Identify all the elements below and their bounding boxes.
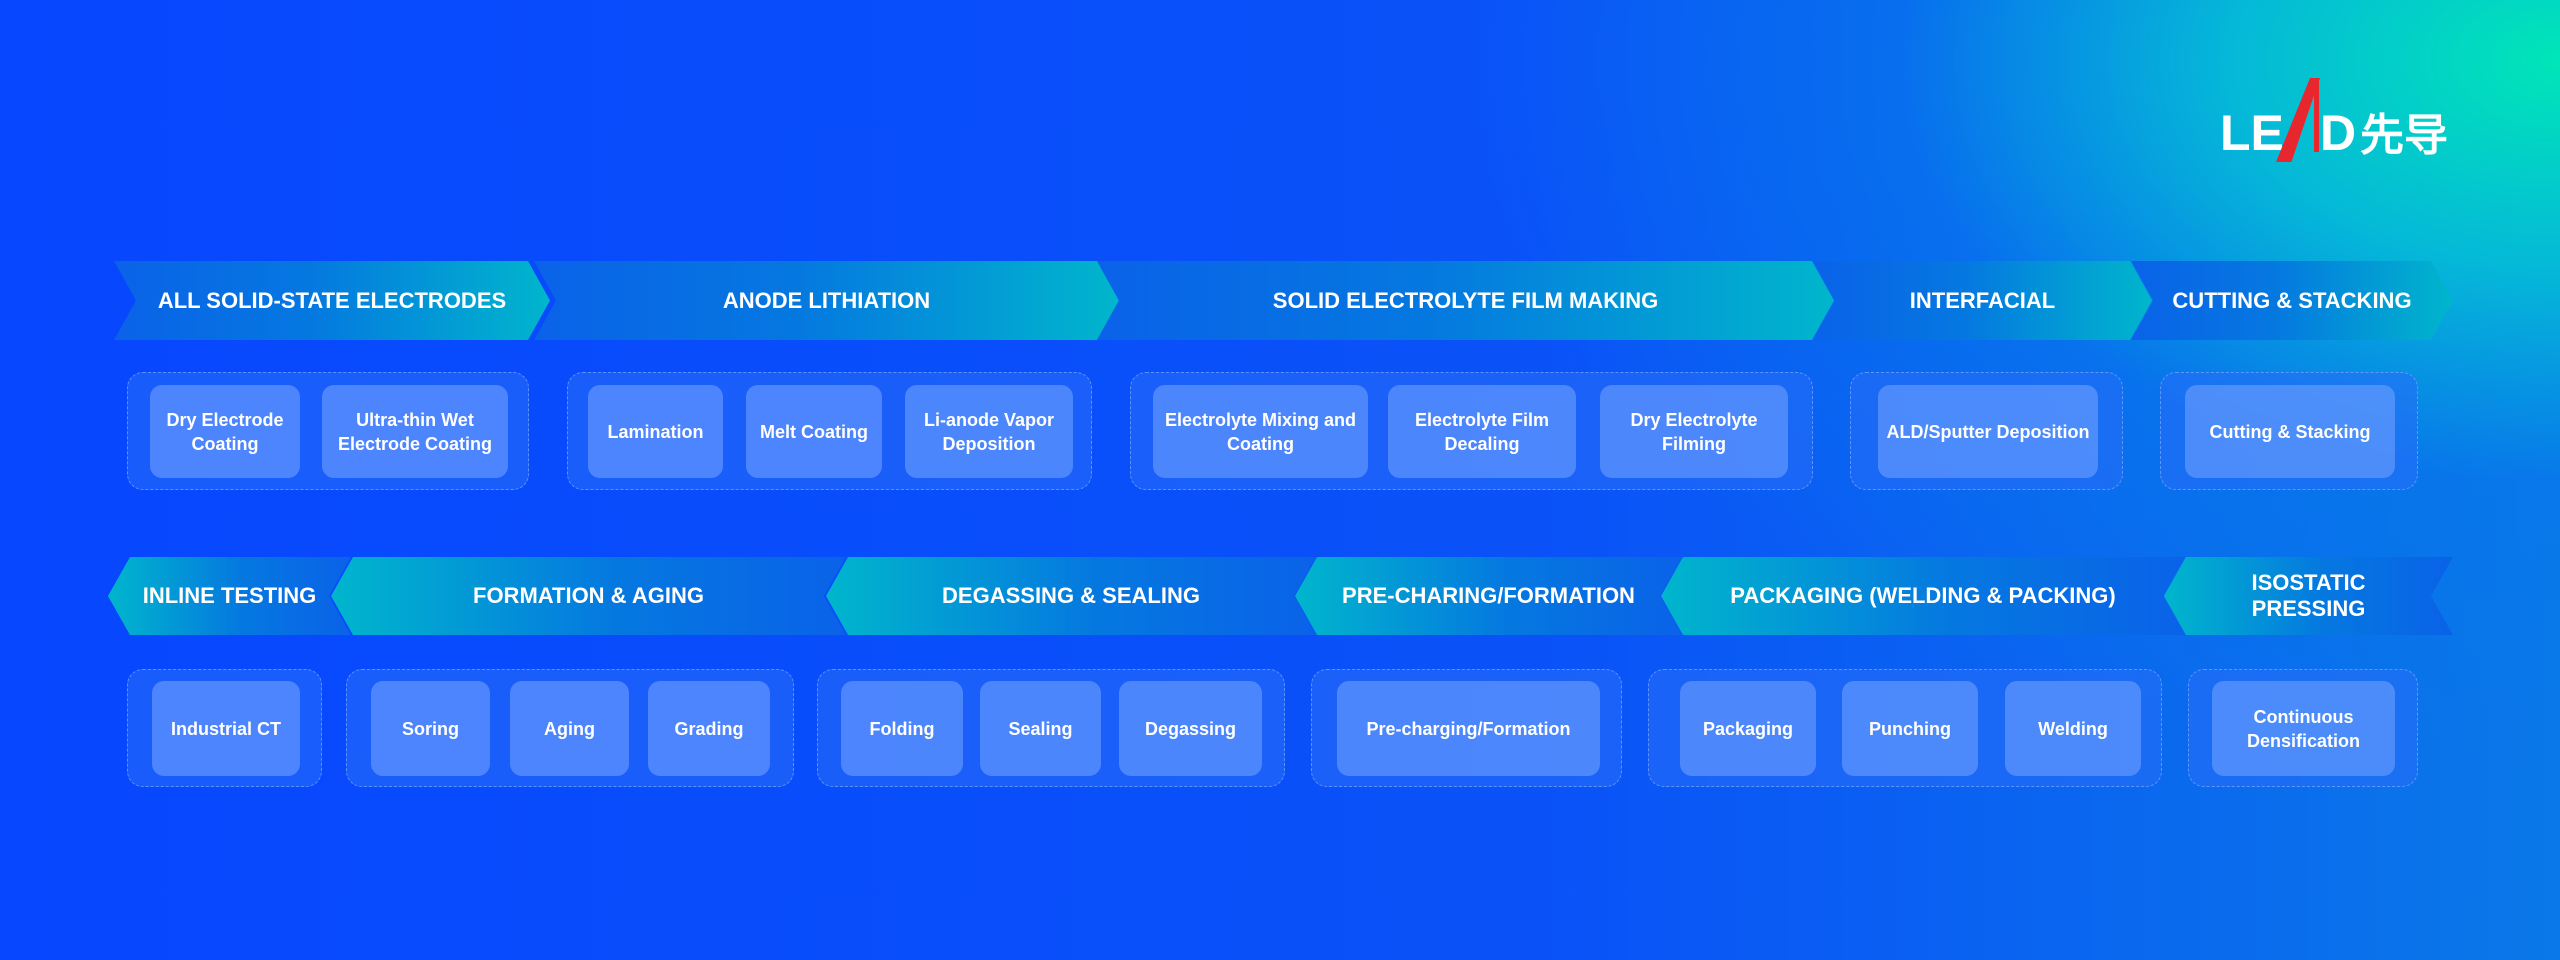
- step-card: Industrial CT: [152, 681, 300, 776]
- step-card: Packaging: [1680, 681, 1816, 776]
- stage-solid-electrolyte-film-making: SOLID ELECTROLYTE FILM MAKING: [1097, 261, 1834, 340]
- step-card: Welding: [2005, 681, 2141, 776]
- stage-anode-lithiation: ANODE LITHIATION: [534, 261, 1119, 340]
- svg-text:先导: 先导: [2360, 110, 2448, 161]
- stage-formation-aging: FORMATION & AGING: [331, 557, 846, 635]
- stage-packaging: PACKAGING (WELDING & PACKING): [1661, 557, 2185, 635]
- stage-label: ANODE LITHIATION: [722, 287, 931, 313]
- stage-cutting-stacking: CUTTING & STACKING: [2131, 261, 2453, 340]
- step-card: Continuous Densification: [2212, 681, 2395, 776]
- stage-label: INTERFACIAL: [1909, 287, 2056, 313]
- step-card: Ultra-thin Wet Electrode Coating: [322, 385, 508, 478]
- stage-label: FORMATION & AGING: [473, 583, 704, 608]
- stage-label: ALL SOLID-STATE ELECTRODES: [157, 287, 507, 313]
- step-card: Soring: [371, 681, 490, 776]
- step-card: Aging: [510, 681, 629, 776]
- stage-label: PRE-CHARING/FORMATION: [1342, 583, 1635, 608]
- step-card: Punching: [1842, 681, 1978, 776]
- step-card: Grading: [648, 681, 770, 776]
- step-card: ALD/Sputter Deposition: [1878, 385, 2098, 478]
- step-card: Folding: [841, 681, 963, 776]
- step-card: Melt Coating: [746, 385, 882, 478]
- step-card: Lamination: [588, 385, 723, 478]
- step-card: Degassing: [1119, 681, 1262, 776]
- step-card: Cutting & Stacking: [2185, 385, 2395, 478]
- step-card: Electrolyte Film Decaling: [1388, 385, 1576, 478]
- stage-label: INLINE TESTING: [142, 583, 317, 608]
- stage-label: CUTTING & STACKING: [2172, 287, 2412, 313]
- step-card: Pre-charging/Formation: [1337, 681, 1600, 776]
- stage-pre-charging-formation: PRE-CHARING/FORMATION: [1295, 557, 1682, 635]
- stage-all-solid-state-electrodes: ALL SOLID-STATE ELECTRODES: [114, 261, 550, 340]
- step-card: Dry Electrolyte Filming: [1600, 385, 1788, 478]
- lead-logo: LE D 先导: [2220, 72, 2480, 172]
- stage-interfacial: INTERFACIAL: [1813, 261, 2152, 340]
- step-card: Li-anode Vapor Deposition: [905, 385, 1073, 478]
- step-card: Electrolyte Mixing and Coating: [1153, 385, 1368, 478]
- step-card: Sealing: [980, 681, 1101, 776]
- stage-degassing-sealing: DEGASSING & SEALING: [826, 557, 1316, 635]
- step-card: Dry Electrode Coating: [150, 385, 300, 478]
- stage-label: ISOSTATIC PRESSING: [2251, 570, 2366, 621]
- stage-inline-testing: INLINE TESTING: [108, 557, 351, 635]
- stage-label: SOLID ELECTROLYTE FILM MAKING: [1272, 287, 1659, 313]
- svg-text:LE: LE: [2220, 105, 2284, 161]
- stage-label: DEGASSING & SEALING: [942, 583, 1200, 608]
- stage-label: PACKAGING (WELDING & PACKING): [1730, 583, 2116, 608]
- svg-text:D: D: [2320, 105, 2356, 161]
- stage-isostatic-pressing: ISOSTATIC PRESSING: [2164, 557, 2453, 635]
